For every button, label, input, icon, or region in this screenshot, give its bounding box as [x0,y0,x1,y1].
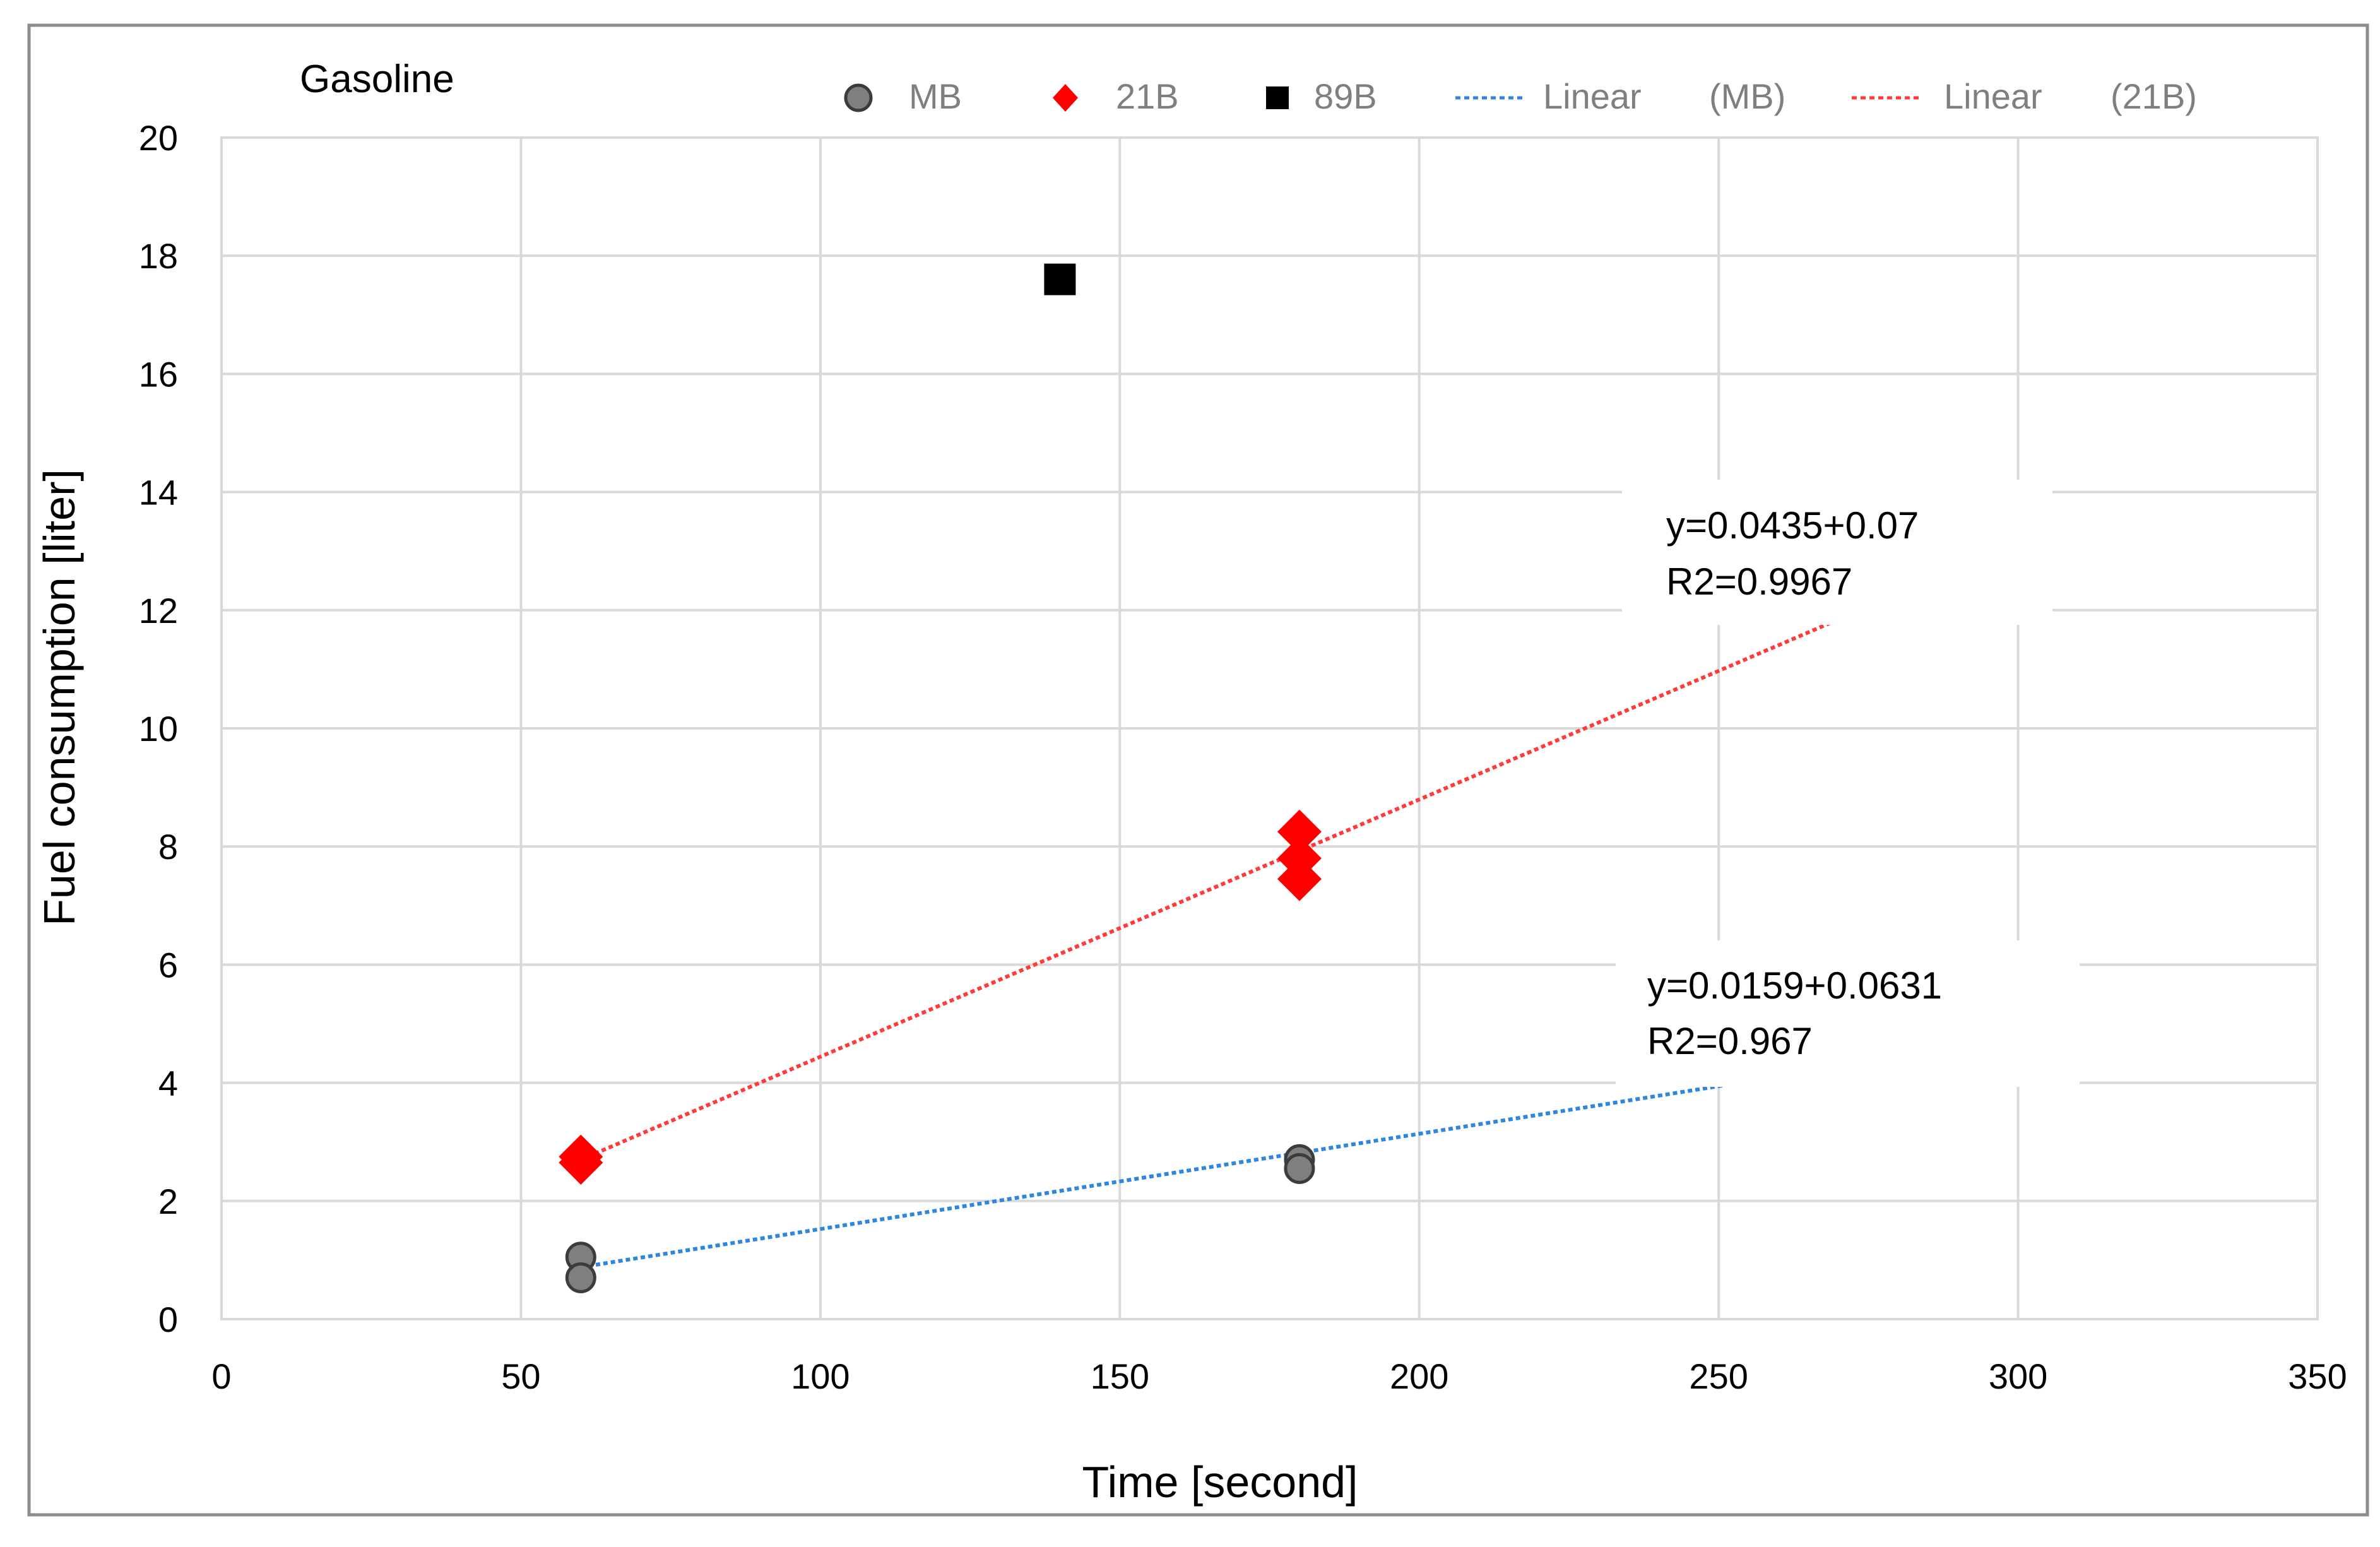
y-tick-label: 14 [139,473,178,513]
y-tick-label: 6 [158,945,178,985]
y-tick-label: 2 [158,1182,178,1221]
y-tick-label: 18 [139,236,178,276]
x-tick-label: 200 [1390,1356,1448,1396]
legend-label-linear-mb-series: (MB) [1709,76,1785,116]
equation-box-mb: y=0.0159+0.0631 R2=0.967 [1616,940,2080,1087]
data-point-89b [1044,263,1076,295]
legend-label-linear-21b-series: (21B) [2111,76,2197,116]
y-tick-label: 12 [139,591,178,631]
plot-area-border [220,136,2319,1320]
r2-21b: R2=0.9967 [1666,560,1852,603]
chart-border [27,23,2369,1517]
x-tick-label: 150 [1091,1356,1149,1396]
x-tick-label: 50 [501,1356,540,1396]
equation-mb: y=0.0159+0.0631 [1647,964,1942,1007]
y-tick-label: 0 [158,1300,178,1339]
equation-box-21b-background [1622,480,2052,625]
x-tick-label: 300 [1989,1356,2047,1396]
x-tick-label: 250 [1689,1356,1748,1396]
legend-label-21b: 21B [1116,76,1179,116]
data-point-mb [1284,1153,1315,1184]
y-tick-label: 4 [158,1064,178,1103]
y-tick-label: 16 [139,354,178,394]
equation-box-mb-background [1616,940,2080,1087]
y-tick-label: 20 [139,118,178,158]
data-point-21b [1277,809,1322,854]
data-point-mb [565,1262,596,1293]
r2-mb: R2=0.967 [1647,1020,1813,1062]
x-axis-label: Time [second] [1082,1457,1358,1507]
legend-label-linear-mb: Linear [1543,76,1642,116]
x-tick-label: 0 [211,1356,231,1396]
y-tick-label: 8 [158,827,178,867]
legend: MB 21B 89B Linear (MB) Linear (21B) [844,76,2197,116]
legend-label-mb: MB [909,76,962,116]
equation-21b: y=0.0435+0.07 [1666,504,1919,547]
legend-marker-89b [1266,86,1289,109]
equation-box-21b: y=0.0435+0.07 R2=0.9967 [1622,480,2052,625]
data-point-21b [1277,856,1322,901]
legend-marker-21b [1053,84,1078,112]
x-tick-label: 350 [2288,1356,2347,1396]
y-tick-label: 10 [139,709,178,749]
chart-title: Gasoline [300,57,454,101]
data-point-21b [559,1140,603,1185]
legend-label-89b: 89B [1314,76,1377,116]
x-tick-label: 100 [791,1356,850,1396]
y-axis-label: Fuel consumption [liter] [35,469,84,926]
tick-labels: 0 50 100 150 200 250 300 350 0 2 4 6 8 10 12 14 16 18 20 [139,118,2347,1396]
legend-marker-mb [844,83,873,112]
legend-label-linear-21b: Linear [1944,76,2042,116]
